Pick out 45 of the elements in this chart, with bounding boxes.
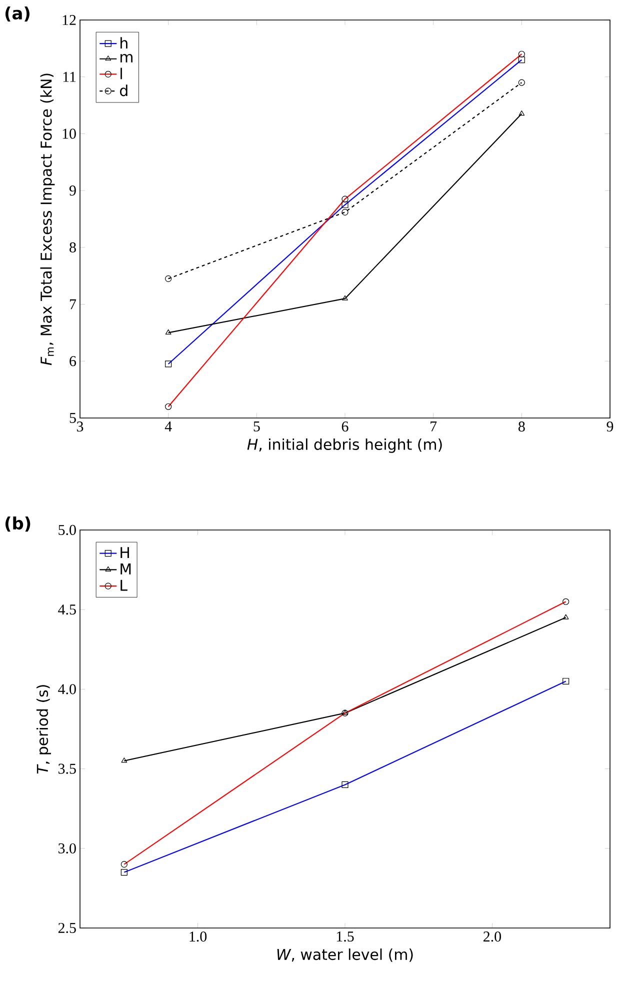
y-tick-label: 7: [70, 299, 76, 310]
point: [518, 110, 525, 116]
point: [342, 295, 348, 300]
y-tick-label: 5: [70, 413, 76, 423]
x-tick-label: 8: [518, 422, 525, 432]
x-tick-label: 3: [76, 422, 84, 432]
legend-label: d: [120, 84, 128, 96]
legend-label: L: [120, 580, 128, 591]
x-tick-label: 1.5: [336, 932, 354, 942]
point: [165, 275, 172, 282]
y-tick-label: 5.0: [58, 524, 76, 536]
y-tick-label: 10: [62, 128, 76, 139]
legend-label: m: [120, 54, 132, 62]
point: [342, 208, 348, 216]
y-tick-label: 9: [69, 186, 76, 196]
y-tick-label: 11: [63, 72, 76, 82]
chart-title: (b): [5, 516, 30, 532]
chart-title: (a): [5, 6, 30, 22]
y-axis-title: T, period (s): [36, 685, 51, 774]
y-tick-label: 3.0: [58, 843, 76, 854]
point: [518, 79, 525, 86]
y-tick-label: 4.0: [58, 684, 76, 694]
legend-label: l: [120, 68, 122, 80]
x-tick-label: 5: [254, 422, 260, 432]
x-tick-label: 4: [164, 422, 172, 432]
legend-label: M: [120, 563, 131, 574]
y-tick-label: 3.5: [58, 764, 76, 774]
y-axis-title: F$_{m}$, Max Total Excess Impact Force (kN): [40, 74, 55, 366]
legend-label: h: [120, 37, 128, 48]
x-axis-title: H, initial debris height (m): [247, 438, 442, 453]
y-tick-label: 2.5: [58, 922, 76, 934]
x-axis-title: W, water level (m): [277, 948, 413, 962]
point: [562, 614, 569, 620]
x-tick-label: 6: [342, 422, 348, 432]
y-tick-label: 12: [62, 15, 76, 25]
legend-label: H: [120, 547, 129, 558]
x-tick-label: 7: [430, 422, 437, 432]
point: [121, 758, 128, 763]
y-tick-label: 8: [70, 242, 76, 252]
y-tick-label: 6: [70, 356, 76, 366]
x-tick-label: 9: [606, 422, 614, 432]
x-tick-label: 1.0: [190, 932, 207, 942]
x-tick-label: 2.0: [484, 932, 501, 942]
y-tick-label: 4.5: [58, 604, 76, 615]
point: [165, 329, 172, 334]
